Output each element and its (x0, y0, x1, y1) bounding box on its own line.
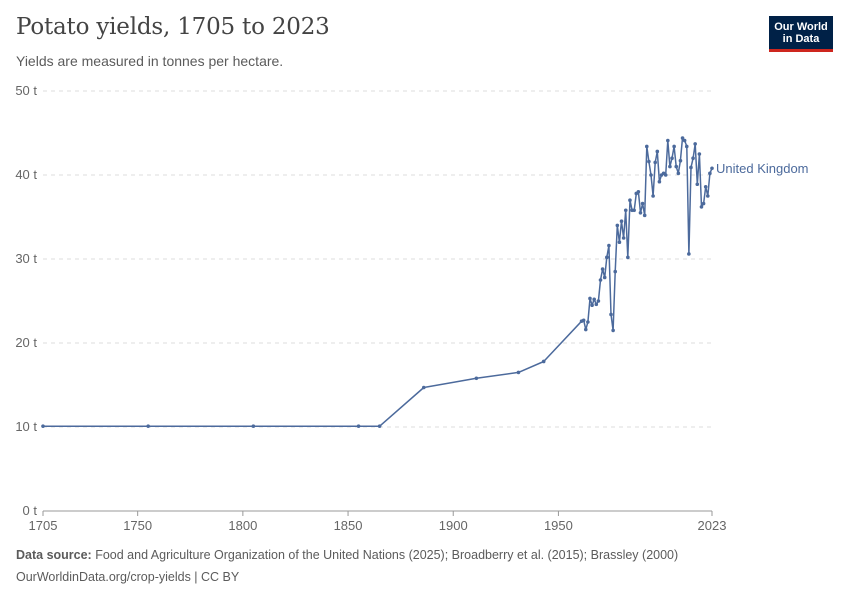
data-point (666, 138, 670, 143)
x-tick-label: 1850 (334, 518, 363, 533)
data-point (626, 255, 630, 260)
data-point (657, 179, 662, 184)
owid-logo[interactable]: Our World in Data (769, 16, 833, 52)
data-point (649, 173, 653, 177)
data-point (638, 211, 643, 215)
y-tick-label: 20 t (15, 335, 37, 350)
data-point (586, 320, 590, 324)
data-point (588, 296, 592, 301)
data-point (636, 190, 641, 194)
data-point (682, 138, 687, 143)
grid-layer (43, 90, 712, 428)
data-source-text: Food and Agriculture Organization of the… (91, 548, 679, 562)
logo-line-1: Our World (774, 21, 828, 33)
data-point (691, 156, 695, 160)
data-point (628, 198, 632, 202)
data-point (613, 269, 618, 274)
y-tick-label: 40 t (15, 167, 37, 182)
x-tick-label: 1750 (123, 518, 152, 533)
data-point (676, 171, 681, 176)
data-point (609, 312, 613, 317)
data-point (421, 385, 426, 390)
data-point (699, 205, 704, 209)
data-point (670, 156, 674, 160)
data-point (621, 236, 626, 240)
data-point (377, 424, 382, 428)
y-tick-label: 10 t (15, 419, 37, 434)
data-point (615, 223, 620, 228)
data-source: Data source: Food and Agriculture Organi… (16, 548, 678, 562)
data-point (710, 166, 714, 171)
data-point (581, 318, 586, 323)
data-point (695, 182, 700, 187)
data-point (516, 370, 521, 375)
data-point (687, 252, 691, 256)
x-tick-label: 1900 (439, 518, 468, 533)
y-tick-label: 30 t (15, 251, 37, 266)
y-tick-label: 50 t (15, 83, 37, 98)
data-point (708, 171, 712, 176)
data-point (617, 240, 622, 244)
data-point (668, 164, 672, 169)
data-point (689, 165, 693, 170)
chart-title: Potato yields, 1705 to 2023 (16, 14, 330, 40)
chart-subtitle: Yields are measured in tonnes per hectar… (16, 53, 284, 69)
data-point (583, 327, 588, 332)
y-axis-labels: 0 t 10 t 20 t 30 t 40 t 50 t (15, 83, 37, 518)
data-point (596, 299, 601, 303)
data-point (623, 208, 628, 213)
data-point (541, 359, 546, 364)
data-point (356, 424, 361, 428)
series-layer: United Kingdom (41, 136, 809, 428)
data-point (674, 164, 679, 169)
data-point (644, 144, 649, 149)
x-tick-label: 1950 (544, 518, 573, 533)
data-point (594, 302, 599, 307)
data-point (605, 255, 609, 260)
data-point (146, 424, 150, 428)
data-point (600, 267, 605, 271)
data-point (640, 201, 645, 206)
data-point (619, 219, 624, 223)
data-point (703, 184, 708, 189)
x-axis (42, 510, 713, 516)
data-point (251, 424, 256, 428)
data-point (655, 149, 660, 154)
x-tick-label: 1705 (29, 518, 58, 533)
data-point (41, 424, 45, 428)
data-point (602, 275, 607, 280)
data-source-label: Data source: (16, 548, 92, 562)
data-point (680, 136, 685, 140)
data-point (693, 142, 697, 146)
data-point (590, 303, 594, 308)
data-point (474, 376, 479, 381)
data-point (592, 297, 596, 302)
source-url-license[interactable]: OurWorldinData.org/crop-yields | CC BY (16, 570, 240, 584)
logo-line-2: in Data (782, 33, 820, 45)
data-point (705, 194, 710, 198)
x-tick-label: 1800 (228, 518, 257, 533)
data-point (607, 243, 611, 248)
data-point (611, 328, 615, 333)
data-point (642, 213, 647, 218)
x-tick-label: 2023 (698, 518, 727, 533)
data-point (684, 144, 689, 149)
data-point (651, 194, 655, 198)
data-point (697, 152, 702, 156)
data-point (598, 278, 603, 282)
x-axis-labels: 1705 1750 1800 1850 1900 1950 2023 (29, 518, 727, 533)
data-point (678, 158, 683, 163)
series-line-0 (43, 137, 713, 427)
data-point (672, 144, 676, 149)
data-point (647, 159, 651, 164)
data-point (701, 201, 706, 206)
y-tick-label: 0 t (23, 503, 38, 518)
data-point (653, 160, 657, 165)
data-point (663, 173, 668, 177)
series-label: United Kingdom (716, 161, 809, 176)
data-point (632, 208, 636, 213)
